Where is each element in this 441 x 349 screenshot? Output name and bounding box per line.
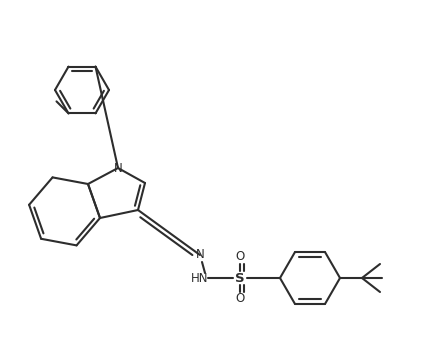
Text: HN: HN (191, 272, 209, 284)
Text: O: O (235, 292, 245, 305)
Text: S: S (235, 272, 245, 284)
Text: N: N (114, 162, 122, 174)
Text: N: N (196, 248, 204, 261)
Text: O: O (235, 251, 245, 263)
